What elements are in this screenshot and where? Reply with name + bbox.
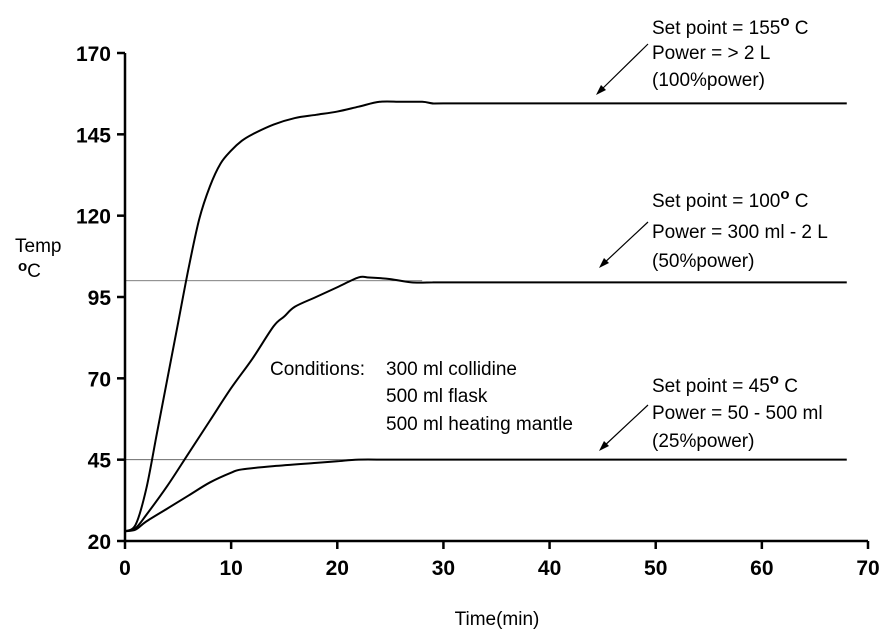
y-tick-label: 70	[88, 368, 111, 391]
series-line-1	[124, 100, 847, 533]
conditions-block: Conditions: 300 ml collidine 500 ml flas…	[270, 359, 573, 435]
y-tick-label: 95	[88, 287, 112, 310]
y-tick-label: 45	[88, 450, 112, 473]
y-axis-unit-text: C	[27, 261, 41, 282]
y-axis-unit-symbol: o	[18, 258, 27, 275]
x-tick-label: 0	[119, 557, 131, 580]
arrow-100-head	[599, 258, 609, 268]
x-tick-label: 70	[856, 557, 879, 580]
conditions-label: Conditions:	[270, 359, 365, 380]
y-axis-title: Temp	[15, 236, 61, 257]
arrow-100	[601, 221, 649, 266]
conditions-item-1: 300 ml collidine	[386, 359, 517, 380]
conditions-item-2: 500 ml flask	[386, 386, 488, 407]
conditions-item-3: 500 ml heating mantle	[386, 414, 573, 435]
annotation-arrows	[596, 43, 649, 451]
series-layer	[124, 100, 847, 533]
y-axis-unit: oC	[18, 258, 41, 282]
annotation-setpoint-45: Set point = 45o C Power = 50 - 500 ml (2…	[652, 371, 823, 452]
axes	[123, 53, 868, 543]
annotation-2-line-1: Set point = 100o C	[652, 186, 809, 212]
annotation-2-line-2: Power = 300 ml - 2 L	[652, 222, 828, 243]
annotation-2-line-3: (50%power)	[652, 251, 754, 272]
arrow-155	[598, 43, 649, 93]
annotation-3-line-1: Set point = 45o C	[652, 371, 798, 397]
series-line-2	[124, 275, 847, 533]
arrow-155-head	[596, 85, 606, 95]
y-tick-label: 170	[76, 43, 111, 66]
annotation-1-line-2: Power = > 2 L	[652, 43, 770, 64]
x-tick-label: 60	[750, 557, 773, 580]
x-tick-label: 10	[219, 557, 242, 580]
ticks: 20 45 70 95 120 145 170 0 10 20 30 40 50 60 70	[76, 43, 880, 580]
x-tick-label: 40	[538, 557, 561, 580]
arrow-45	[601, 404, 649, 449]
annotation-1-line-3: (100%power)	[652, 70, 765, 91]
y-tick-label: 120	[76, 206, 111, 229]
annotation-1-line-1: Set point = 155o C	[652, 13, 809, 39]
x-tick-label: 50	[644, 557, 667, 580]
y-tick-label: 20	[88, 531, 111, 554]
arrow-45-head	[599, 441, 609, 451]
annotation-setpoint-155: Set point = 155o C Power = > 2 L (100%po…	[652, 13, 809, 91]
annotation-setpoint-100: Set point = 100o C Power = 300 ml - 2 L …	[652, 186, 828, 272]
annotation-3-line-2: Power = 50 - 500 ml	[652, 403, 823, 424]
x-tick-label: 20	[326, 557, 349, 580]
x-axis-title: Time(min)	[455, 609, 540, 630]
x-tick-label: 30	[432, 557, 455, 580]
series-line-3	[124, 458, 847, 533]
annotation-3-line-3: (25%power)	[652, 431, 754, 452]
y-tick-label: 145	[76, 124, 111, 147]
